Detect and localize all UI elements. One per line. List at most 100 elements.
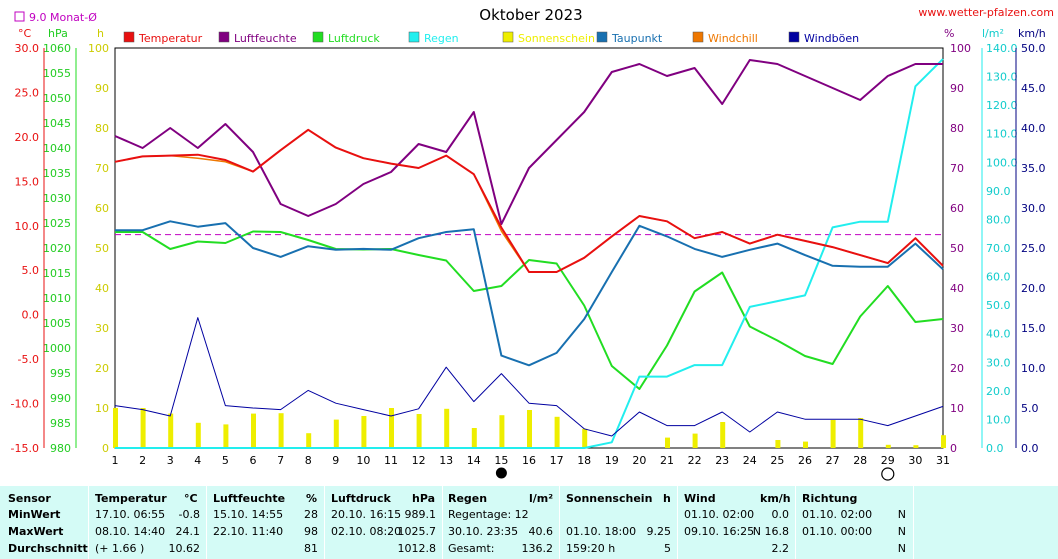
humidity-tick-label: 20 [950, 362, 964, 375]
humidity-tick-label: 40 [950, 282, 964, 295]
humidity-tick-label: 70 [950, 162, 964, 175]
stats-cell-wind-time: 01.10. 02:00 [684, 508, 755, 521]
day-label: 22 [688, 454, 702, 467]
humidity-line [114, 59, 943, 225]
day-label: 14 [467, 454, 481, 467]
sunshine-bar [830, 420, 836, 448]
humidity-tick-label: 100 [950, 42, 971, 55]
wind-tick-label: 10.0 [1021, 362, 1046, 375]
x-axis: 1 2 3 4 5 6 7 8 9 10 11 12 13 14 15 16 17 18 19 20 21 22 23 24 2… [112, 454, 950, 481]
pressure-tick-label: 1055 [43, 67, 71, 80]
stats-header-humidity: Luftfeuchte [213, 492, 286, 505]
sunshine-bar [113, 408, 118, 448]
legend-swatch [692, 31, 704, 43]
stats-cell-hum-val: 98 [304, 525, 318, 538]
rain-tick-label: 130.0 [986, 71, 1018, 84]
wind-tick-label: 40.0 [1021, 122, 1046, 135]
humidity-tick-label: 30 [950, 322, 964, 335]
day-label: 12 [412, 454, 426, 467]
day-label: 24 [743, 454, 757, 467]
sunshine-bar [803, 441, 808, 448]
pressure-tick-label: 1000 [43, 342, 71, 355]
legend-label: Luftdruck [328, 32, 380, 45]
pressure-tick-label: 1030 [43, 192, 71, 205]
stats-cell-hum-val: 81 [304, 542, 318, 555]
sun-tick-label: 30 [95, 322, 109, 335]
legend-label: Luftfeuchte [234, 32, 297, 45]
rain-tick-label: 20.0 [986, 385, 1011, 398]
stats-cell-rain-val: 40.6 [528, 525, 554, 538]
sun-tick-label: 20 [95, 362, 109, 375]
unit-wind: km/h [1018, 27, 1046, 40]
stats-cell-rain-text: Regentage: 12 [448, 508, 529, 521]
rain-tick-label: 40.0 [986, 328, 1011, 341]
wind-tick-label: 5.0 [1021, 402, 1039, 415]
stats-header-pressure-unit: hPa [412, 492, 436, 505]
stats-divider [442, 486, 443, 559]
sunshine-bar [333, 419, 339, 448]
day-label: 25 [770, 454, 784, 467]
stats-divider [795, 486, 796, 559]
day-label: 26 [798, 454, 812, 467]
sunshine-bar [361, 416, 367, 448]
day-label: 7 [277, 454, 284, 467]
stats-cell-label: MinWert [8, 508, 61, 521]
left-axes: 30.0 25.0 20.0 15.0 10.0 5.0 0.0 -5.0 -10.0 -15.0… [11, 42, 109, 455]
humidity-tick-label: 80 [950, 122, 964, 135]
stats-cell-wind-time: 09.10. 16:25 [684, 525, 755, 538]
wind-tick-label: 20.0 [1021, 282, 1046, 295]
day-label: 18 [577, 454, 591, 467]
legend-swatch [312, 31, 324, 43]
unit-pressure: hPa [48, 27, 68, 40]
day-label: 15 [494, 454, 508, 467]
stats-divider [206, 486, 207, 559]
legend-label: Sonnenschein [518, 32, 595, 45]
sunshine-bar [665, 437, 670, 448]
legend-swatch [788, 31, 800, 43]
rain-tick-label: 110.0 [986, 128, 1018, 141]
sunshine-bar [527, 410, 532, 448]
legend-swatch [596, 31, 608, 43]
sunshine-bar [140, 408, 146, 448]
stats-cell-sun-val: 5 [664, 542, 671, 555]
legend-label: Windchill [708, 32, 758, 45]
wind-tick-label: 15.0 [1021, 322, 1046, 335]
legend-label: Regen [424, 32, 459, 45]
day-label: 8 [305, 454, 312, 467]
temp-tick-label: 30.0 [15, 42, 40, 55]
stats-cell-rain-text: 30.10. 23:35 [448, 525, 519, 538]
wind-tick-label: 45.0 [1021, 82, 1046, 95]
day-label: 16 [522, 454, 536, 467]
stats-cell-dir-val: N [897, 542, 906, 555]
day-label: 30 [908, 454, 922, 467]
unit-sun: h [97, 27, 104, 40]
wind-tick-label: 0.0 [1021, 442, 1039, 455]
month-avg-label: 9.0 Monat-Ø [29, 11, 97, 24]
pressure-tick-label: 980 [50, 442, 71, 455]
sun-tick-label: 100 [88, 42, 109, 55]
stats-header-pressure: Luftdruck [331, 492, 391, 505]
humidity-tick-label: 50 [950, 242, 964, 255]
stats-cell-sun-text: 159:20 h [566, 542, 616, 555]
stats-cell-rain-text: Gesamt: [448, 542, 495, 555]
sunshine-bar [913, 445, 919, 448]
pressure-tick-label: 1020 [43, 242, 71, 255]
sun-tick-label: 40 [95, 282, 109, 295]
day-label: 17 [550, 454, 564, 467]
sunshine-bar [582, 428, 588, 448]
stats-header-rain: Regen [448, 492, 488, 505]
humidity-tick-label: 60 [950, 202, 964, 215]
stats-cell-dir-time: 01.10. 02:00 [802, 508, 873, 521]
pressure-tick-label: 1025 [43, 217, 71, 230]
sunshine-bar [499, 415, 505, 448]
stats-cell-temp-val: 10.62 [168, 542, 201, 555]
source-label: www.wetter-pfalzen.com [918, 6, 1054, 19]
stats-header-temp: Temperatur [95, 492, 167, 505]
unit-humidity: % [944, 27, 954, 40]
pressure-tick-label: 1005 [43, 317, 71, 330]
stats-cell-press-val: 989.1 [404, 508, 437, 521]
stats-cell-sun-val: 9.25 [646, 525, 672, 538]
sunshine-bar [168, 413, 174, 448]
day-label: 11 [384, 454, 398, 467]
day-label: 6 [250, 454, 257, 467]
